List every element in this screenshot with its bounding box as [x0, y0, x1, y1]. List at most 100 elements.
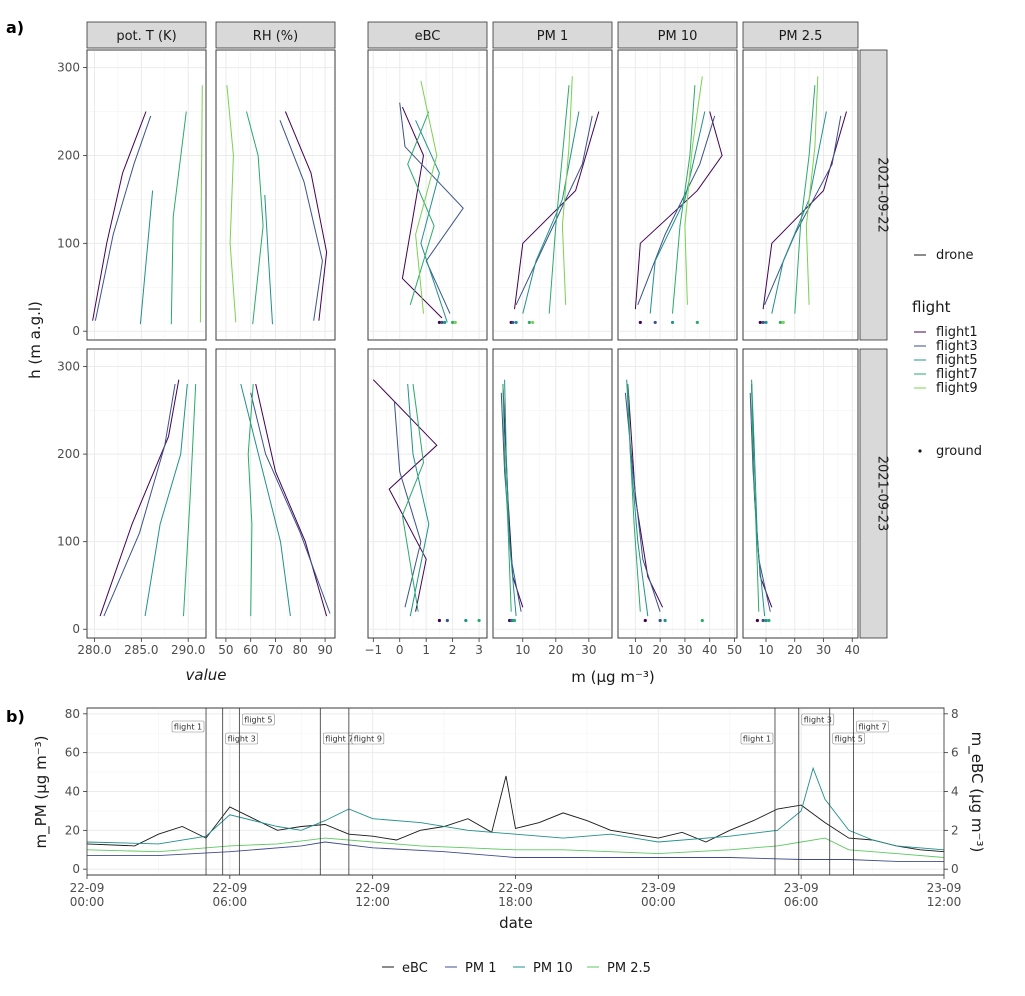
ground-point: [477, 618, 481, 623]
x-tick-label-time: 00:00: [641, 895, 676, 909]
y-axis-title-left: m_PM (µg m⁻³): [32, 736, 51, 849]
x-tick-label: 40: [845, 643, 860, 657]
x-tick-label: 0: [396, 643, 404, 657]
profile-line-flight5: [139, 190, 154, 325]
x-tick-label: 80: [293, 643, 308, 657]
profile-line-flight3: [515, 115, 593, 306]
profile-line-flight3: [103, 383, 176, 617]
panel-label-b: b): [6, 707, 25, 726]
profile-line-flight9: [684, 76, 703, 305]
x-tick-label: 10: [515, 643, 530, 657]
profile-line-flight9: [226, 85, 237, 323]
panel-a-profiles: pot. T (K) 280.0 285.0 290.0 RH (%) 50 60 70 80 9…: [26, 21, 890, 686]
profile-line-flight1: [627, 383, 664, 608]
facet-panel: [742, 348, 859, 639]
y-tick-label-left: 40: [65, 785, 80, 799]
row-strip: [859, 348, 888, 639]
y-tick-label: 100: [57, 236, 80, 250]
profile-line-flight5: [407, 383, 430, 617]
profile-line-flight1: [255, 383, 328, 617]
x-tick-label: 40: [702, 643, 717, 657]
y-tick-label: 300: [57, 360, 80, 374]
flight-marker-label: flight 1: [743, 735, 771, 744]
x-tick-label: 1: [422, 643, 430, 657]
x-tick-label: 70: [268, 643, 283, 657]
profile-line-flight7: [627, 383, 641, 612]
ground-point: [700, 618, 704, 623]
legend-flight-label: flight5: [936, 353, 978, 368]
x-tick-label-date: 22-09: [498, 881, 533, 895]
y-axis-title-right: m_eBC (µg m⁻³): [967, 732, 986, 853]
ground-point: [531, 320, 535, 325]
x-tick-label: 30: [677, 643, 692, 657]
profile-line-flight7: [183, 383, 197, 617]
profile-line-flight7: [794, 85, 816, 314]
facet-frame: [492, 49, 613, 341]
facet-frame: [86, 348, 207, 639]
y-tick-label-right: 6: [951, 746, 959, 760]
x-tick-label-time: 06:00: [213, 895, 248, 909]
flight-marker-label: flight 5: [835, 735, 863, 744]
y-tick-label-right: 4: [951, 785, 959, 799]
y-tick-label-left: 20: [65, 823, 80, 837]
ground-point: [643, 618, 647, 623]
facet-frame: [617, 348, 738, 639]
profile-line-flight7: [751, 383, 760, 612]
ground-point: [764, 320, 768, 325]
flight-marker-box: [351, 732, 385, 745]
x-tick-label-time: 00:00: [70, 895, 105, 909]
facet-panel: [617, 348, 738, 639]
facet-strip: [215, 21, 336, 49]
facet-panel: [86, 49, 207, 341]
ground-point: [663, 618, 667, 623]
x-tick-label: 30: [581, 643, 596, 657]
x-tick-label-time: 12:00: [927, 895, 962, 909]
flight-marker-label: flight 3: [804, 716, 832, 725]
profile-line-flight3: [637, 115, 716, 305]
ground-point: [695, 320, 699, 325]
x-tick-label-date: 22-09: [212, 881, 247, 895]
profile-line-flight7: [170, 111, 187, 325]
profile-line-flight1: [634, 111, 723, 310]
y-tick-label: 200: [57, 148, 80, 162]
profile-line-flight7: [401, 383, 425, 612]
flight-marker-box: [171, 720, 205, 733]
facet-panel: [492, 348, 613, 639]
x-tick-label-date: 23-09: [927, 881, 962, 895]
ground-point: [512, 618, 517, 623]
legend-series-label: PM 2.5: [607, 961, 651, 976]
flight-marker-label: flight 5: [244, 716, 272, 725]
ground-point: [778, 320, 782, 325]
row-strip: [859, 49, 888, 341]
x-axis-title-right: m (µg m⁻³): [571, 668, 654, 686]
profile-line-flight3: [94, 115, 152, 321]
profile-line-flight1: [284, 111, 328, 321]
x-tick-label: 30: [816, 643, 831, 657]
series-line-PM25: [86, 837, 945, 858]
facet-strip-label: RH (%): [253, 29, 298, 44]
profile-line-flight5: [144, 383, 188, 617]
profile-line-flight7: [246, 111, 264, 325]
legend-ground-key: [918, 449, 922, 453]
profile-line-flight5: [522, 111, 580, 314]
row-strip-label: 2021-09-22: [875, 157, 890, 233]
ground-point: [527, 320, 531, 325]
profile-line-flight3: [393, 401, 422, 608]
y-axis-title: h (m a.g.l): [26, 301, 44, 379]
ground-point: [764, 618, 768, 623]
ground-point: [514, 320, 518, 325]
y-tick-label: 200: [57, 447, 80, 461]
x-tick-label-time: 06:00: [784, 895, 819, 909]
facet-frame: [367, 348, 488, 639]
ground-point: [443, 320, 447, 325]
x-tick-label-date: 23-09: [641, 881, 676, 895]
x-tick-label-date: 22-09: [355, 881, 390, 895]
facet-frame: [86, 49, 207, 341]
profile-line-flight1: [99, 379, 180, 617]
ground-point: [781, 320, 785, 325]
x-tick-label: 50: [727, 643, 742, 657]
y-tick-label-right: 0: [951, 862, 959, 876]
flight-marker-label: flight 9: [354, 735, 382, 744]
x-tick-label: 3: [475, 643, 483, 657]
